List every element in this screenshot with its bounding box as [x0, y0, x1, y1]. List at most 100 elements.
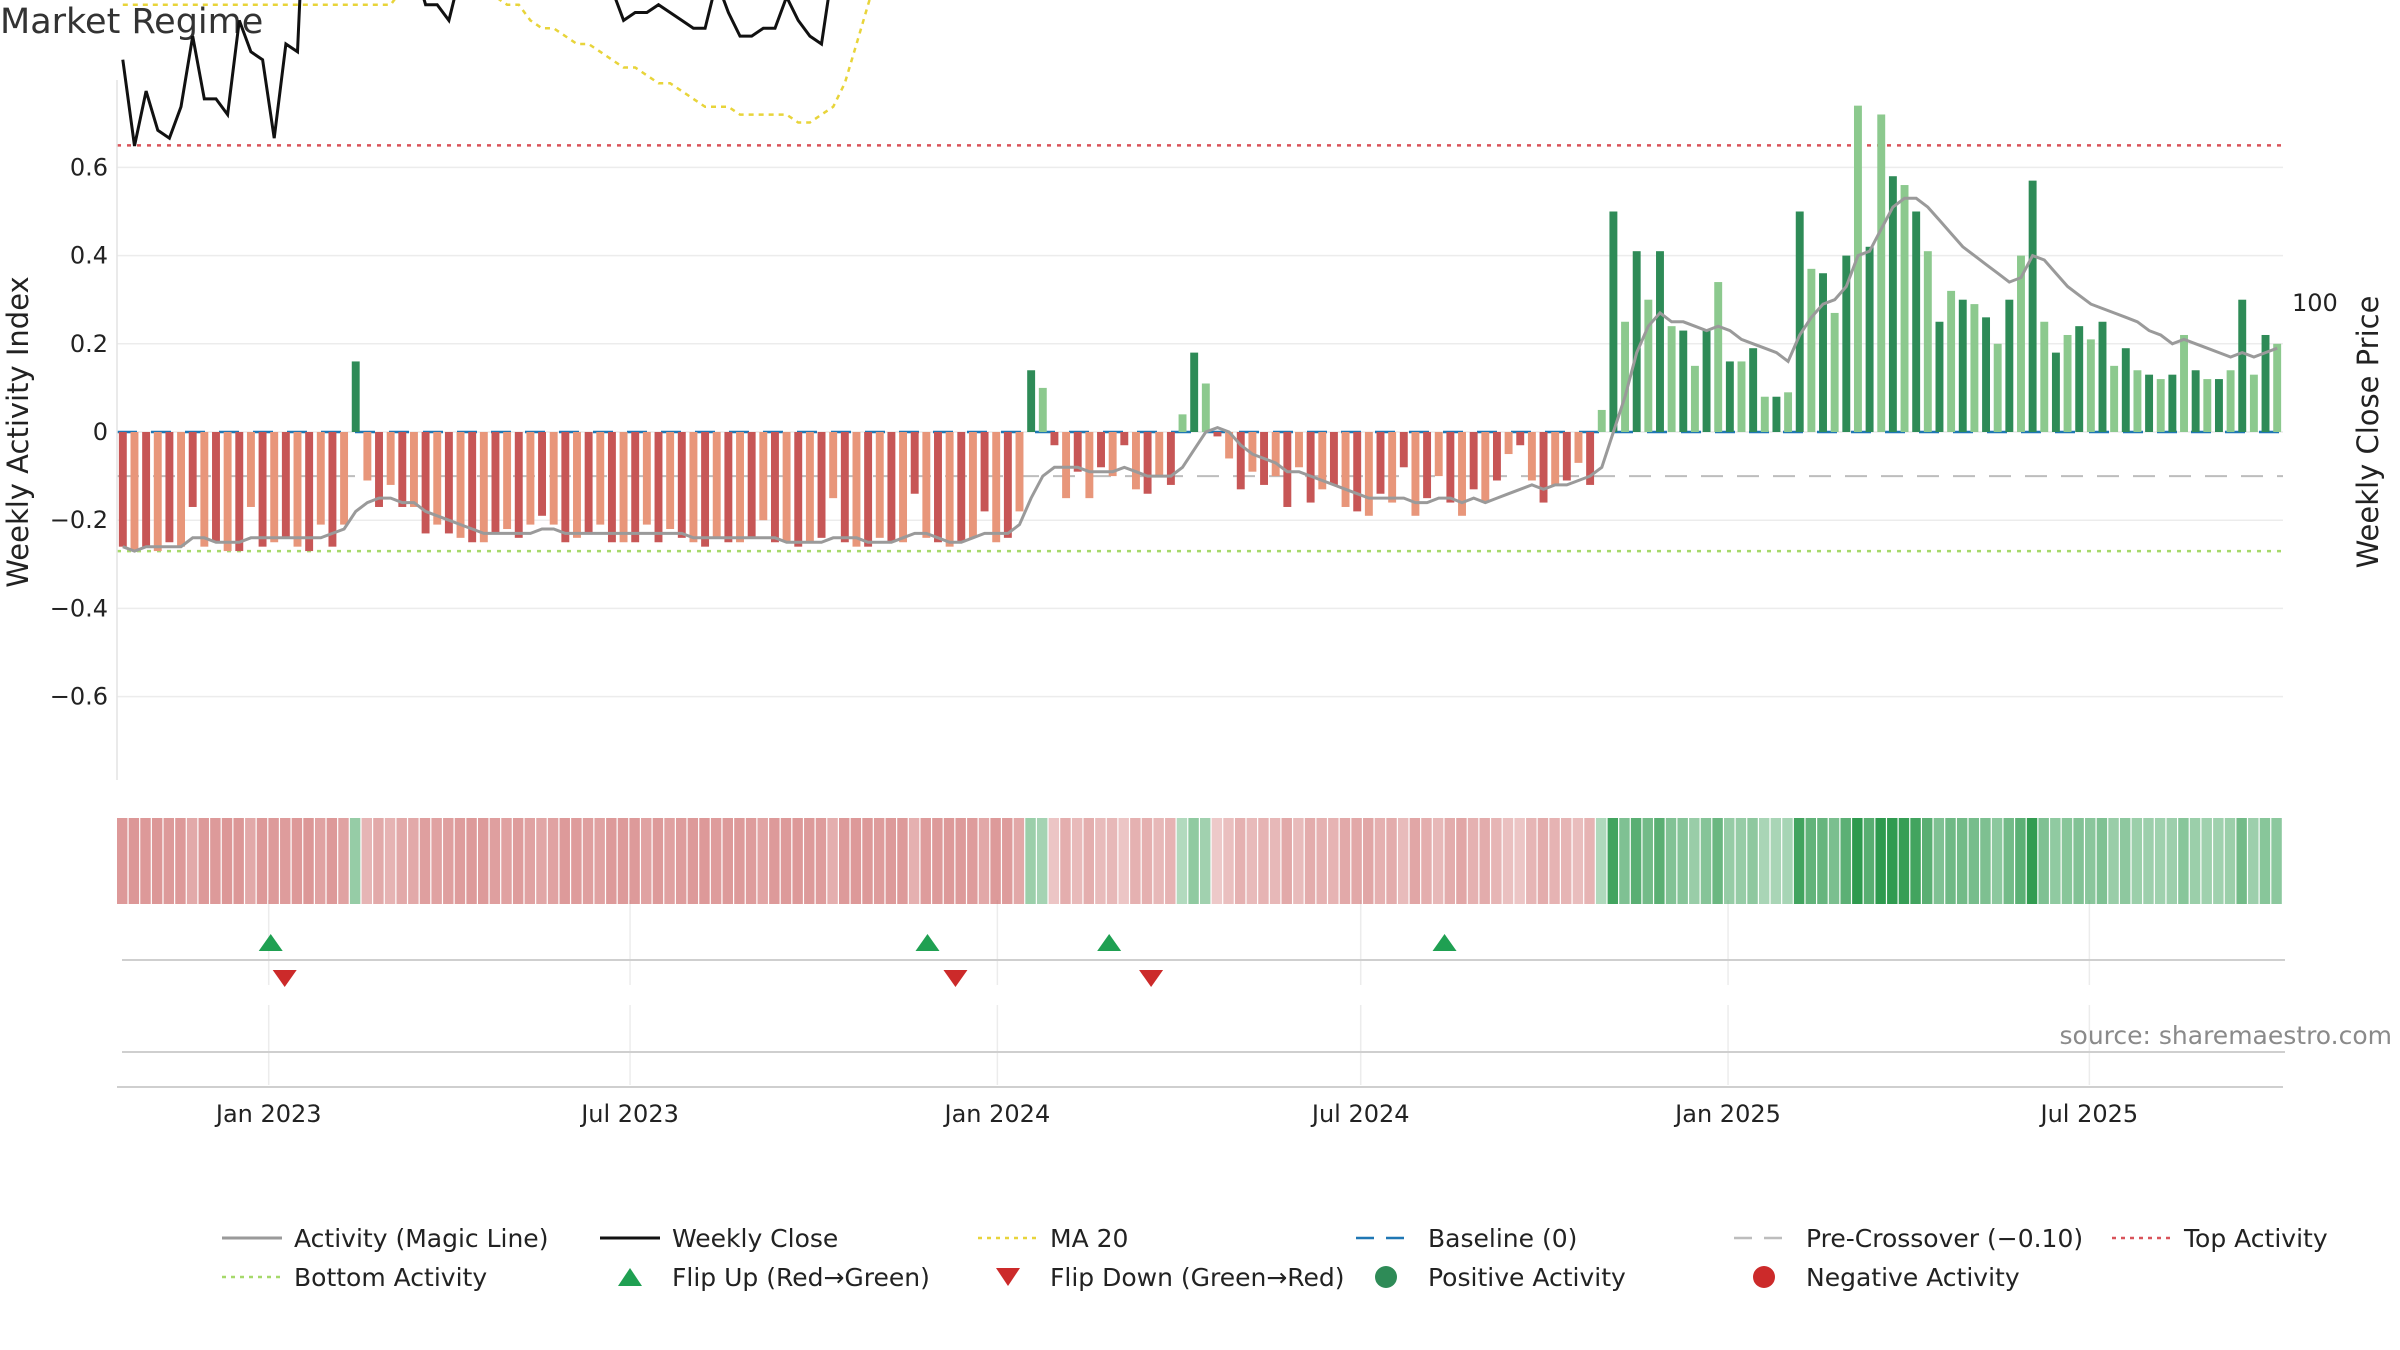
regime-strip-cell: [1642, 818, 1653, 904]
activity-bar: [1504, 432, 1513, 455]
activity-bar: [421, 432, 430, 534]
activity-bar: [130, 432, 139, 552]
flip-up-marker: [915, 934, 940, 951]
legend-item: MA 20: [978, 1224, 1128, 1253]
activity-bar: [654, 432, 663, 543]
activity-bar: [328, 432, 337, 547]
regime-strip-cell: [1607, 818, 1619, 904]
regime-strip-cell: [1281, 818, 1292, 904]
activity-bar: [724, 432, 733, 543]
regime-strip-cell: [990, 818, 1001, 904]
regime-strip-cell: [2259, 818, 2271, 904]
activity-bar: [1609, 211, 1618, 432]
regime-strip-cell: [1689, 818, 1700, 904]
activity-bar: [1784, 392, 1793, 432]
activity-bar: [2273, 343, 2282, 432]
regime-strip-cell: [873, 818, 885, 904]
legend-item: Baseline (0): [1356, 1224, 1577, 1253]
activity-bar: [316, 432, 325, 525]
weekly-close-line: [121, 0, 830, 147]
activity-bar: [1458, 432, 1466, 516]
regime-strip-cell: [1456, 818, 1467, 904]
activity-bar: [177, 432, 186, 547]
series-lines: [121, 0, 2278, 553]
regime-strip-cell: [1805, 818, 1816, 904]
regime-strip-cell: [489, 818, 501, 904]
x-tick-label: Jul 2023: [579, 1100, 679, 1128]
activity-bar: [2238, 299, 2247, 432]
y-left-tick-label: 0.6: [70, 153, 108, 181]
activity-bar: [514, 432, 523, 538]
regime-strip-cell: [1782, 818, 1793, 904]
legend-item: Negative Activity: [1753, 1263, 2020, 1292]
regime-strip-cell: [186, 818, 198, 904]
regime-strip-cell: [920, 818, 931, 904]
activity-bar: [945, 432, 954, 547]
regime-strip-cell: [1852, 818, 1863, 904]
regime-strip-cell: [1956, 818, 1968, 904]
regime-strip-cell: [1526, 818, 1537, 904]
regime-strip: [117, 818, 2282, 904]
flip-down-marker: [943, 970, 968, 987]
activity-bar: [1737, 361, 1746, 432]
flip-down-marker: [1139, 970, 1164, 987]
activity-bar: [1306, 432, 1315, 503]
activity-bar: [479, 432, 488, 543]
regime-strip-cell: [1363, 818, 1374, 904]
activity-bar: [817, 432, 826, 538]
regime-strip-cell: [1758, 818, 1770, 904]
reference-lines: [117, 144, 2283, 553]
regime-strip-cell: [1118, 818, 1129, 904]
regime-strip-cell: [652, 818, 664, 904]
activity-bar: [1190, 352, 1199, 432]
activity-bar: [538, 432, 547, 516]
regime-strip-cell: [955, 818, 966, 904]
regime-strip-cell: [1595, 818, 1607, 904]
activity-bar: [1038, 387, 1047, 432]
legend-swatch: [1753, 1266, 1775, 1288]
activity-bar: [1003, 432, 1012, 538]
regime-strip-cell: [117, 818, 128, 904]
activity-bar: [584, 432, 593, 534]
regime-strip-cell: [1619, 818, 1630, 904]
activity-bar: [689, 432, 698, 543]
regime-strip-cell: [617, 818, 629, 904]
regime-strip-cell: [2038, 818, 2049, 904]
activity-bar: [2110, 365, 2119, 432]
activity-bar: [1865, 246, 1874, 432]
flip-markers: [122, 934, 2285, 987]
activity-bar: [1562, 432, 1571, 481]
activity-bar: [1318, 432, 1327, 490]
activity-bar: [212, 432, 220, 543]
activity-bar: [701, 432, 710, 547]
regime-strip-cell: [675, 818, 687, 904]
regime-strip-cell: [1922, 818, 1933, 904]
activity-bar: [491, 432, 500, 534]
regime-strip-cell: [1502, 818, 1514, 904]
activity-bar: [782, 432, 791, 543]
regime-strip-cell: [1724, 818, 1735, 904]
regime-strip-cell: [571, 818, 582, 904]
source-label: source: sharemaestro.com: [2060, 1021, 2393, 1050]
activity-bar: [2051, 352, 2060, 432]
activity-bar: [1749, 348, 1758, 432]
activity-bar: [1795, 211, 1804, 432]
regime-strip-cell: [606, 818, 617, 904]
legend: Activity (Magic Line) Weekly Close MA 20 Ba…: [222, 1224, 2328, 1292]
legend-label: Flip Down (Green→Red): [1050, 1263, 1345, 1292]
regime-strip-cell: [1421, 818, 1432, 904]
activity-bar: [607, 432, 616, 543]
regime-strip-cell: [1817, 818, 1828, 904]
regime-strip-cell: [967, 818, 978, 904]
regime-strip-cell: [1351, 818, 1362, 904]
activity-bar: [2145, 374, 2154, 432]
regime-strip-cell: [769, 818, 780, 904]
regime-strip-cell: [1770, 818, 1782, 904]
regime-strip-cell: [629, 818, 640, 904]
regime-strip-cell: [1968, 818, 1980, 904]
regime-strip-cell: [2131, 818, 2143, 904]
activity-bar: [235, 432, 244, 552]
legend-label: Negative Activity: [1806, 1263, 2020, 1292]
activity-bar: [1446, 432, 1455, 503]
regime-strip-cell: [815, 818, 827, 904]
